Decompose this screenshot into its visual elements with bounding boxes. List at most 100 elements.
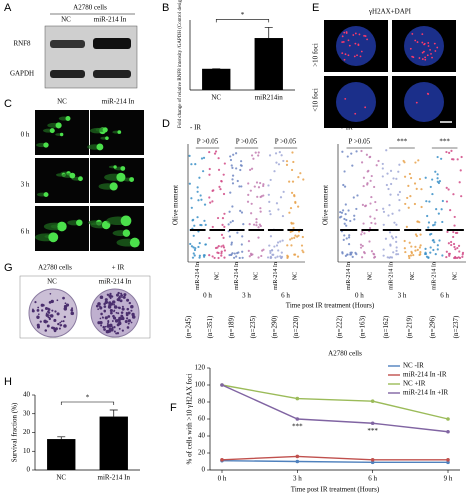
colony [122,295,126,299]
scatter-dot [353,214,356,217]
error-bar [264,27,273,39]
scatter-dot [436,248,439,251]
scatter-dot [216,216,220,220]
scatter-dot [300,244,304,247]
comet-head [116,172,126,182]
colony [120,311,124,314]
scatter-dot [222,192,226,196]
y-axis-label: Survival fraction (%) [11,402,19,462]
scatter-dot [339,210,342,214]
scatter-dot [434,221,437,224]
scatter-dot [403,239,406,243]
scatter-dot [269,249,272,253]
scatter-dot [289,230,292,234]
scatter-dot [347,236,351,239]
colony [106,293,110,296]
scatter-dot [277,249,280,252]
scatter-dot [382,248,385,251]
point [295,396,300,401]
focus [347,39,350,42]
point [220,458,224,462]
annotation: *** [292,423,303,431]
scatter-dot [381,162,384,166]
scatter-dot [348,234,351,237]
colony [48,300,52,304]
focus [364,35,367,37]
scatter-dot [450,243,453,247]
scatter-dot [223,162,226,165]
bar [254,38,283,90]
scatter-dot [198,254,201,257]
colony [121,307,125,311]
scatter-dot [269,235,273,238]
colony [118,327,121,330]
colony [112,300,116,304]
y-axis-label: % of cells with >10 γH2AX foci [186,373,194,464]
scatter-dot [199,223,202,227]
scatter-dot [419,253,422,256]
x-tick-label: 3 h [293,475,302,483]
scatter-dot [393,221,396,224]
scatter-dot [419,244,422,247]
scatter-dot [280,154,283,157]
y-tick-label: 80 [198,398,206,406]
scatter-dot [297,176,300,179]
scatter-dot [350,152,353,155]
count-label: (n=296) [429,315,437,338]
scatter-dot [407,254,411,258]
scatter-dot [262,194,265,197]
scatter-dot [190,163,193,166]
scatter-dot [208,167,211,171]
colony [127,311,131,315]
scatter-dot [217,157,220,160]
focus [421,51,424,54]
scatter-dot [450,240,453,244]
scatter-dot [279,255,282,258]
focus [427,93,430,95]
scatter-dot [447,188,450,191]
colony [97,302,101,306]
focus [423,50,425,53]
focus [416,41,419,43]
scatter-dot [392,251,395,254]
focus [357,44,360,47]
plate-column: NC [47,278,57,286]
y-tick-label: 20 [198,449,206,457]
scatter-dot [272,253,275,256]
scatter-dot [278,151,281,154]
colony [111,326,114,329]
scatter-dot [413,202,417,206]
focus [424,58,427,61]
y-tick-label: 40 [198,432,206,440]
scatter-dot [241,250,244,253]
focus [421,41,424,44]
scatter-dot [389,169,393,172]
significance: P >0.05 [275,138,297,146]
scatter-dot [259,210,262,213]
time-label: 6 h [440,292,449,300]
scatter-dot [395,177,398,180]
colony [42,304,45,307]
scatter-dot [190,245,194,248]
scatter-dot [214,150,218,153]
colony [108,294,112,298]
colony [112,328,114,330]
scatter-dot [267,193,270,196]
scatter-dot [196,186,199,189]
scatter-dot [240,243,243,246]
scatter-dot [342,183,345,187]
category-label: miR-214 In [273,262,279,290]
scatter-dot [408,172,412,176]
scatter-dot [208,173,211,176]
colony [120,317,123,321]
scatter-dot [370,195,373,199]
scatter-dot [441,199,444,203]
comet-head [65,116,71,122]
scatter-dot [273,170,276,173]
scatter-dot [222,236,225,239]
scatter-dot [452,230,455,234]
scatter-dot [359,246,363,249]
scatter-dot [419,251,422,254]
scatter-dot [257,226,260,229]
scatter-dot [223,212,226,215]
